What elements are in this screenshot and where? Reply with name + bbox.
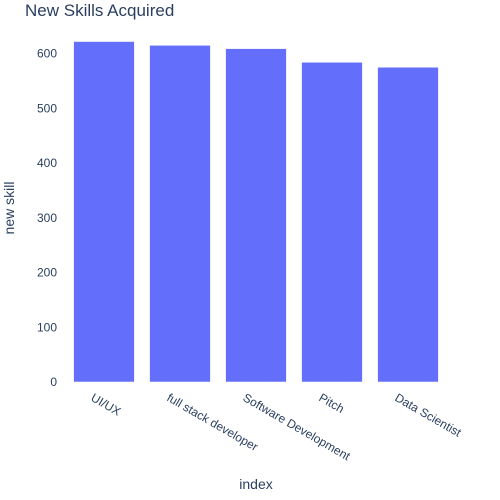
bar-full-stack-developer bbox=[149, 45, 211, 383]
bar-pitch bbox=[301, 62, 363, 383]
bar-ui-ux bbox=[73, 41, 135, 383]
y-ticks: 0 100 200 300 400 500 600 bbox=[37, 47, 57, 389]
bars-group bbox=[73, 41, 439, 383]
y-axis-label: new skill bbox=[1, 182, 17, 235]
y-tick-label: 600 bbox=[37, 47, 57, 61]
x-tick-label: Pitch bbox=[317, 390, 347, 415]
y-tick-label: 100 bbox=[37, 320, 57, 334]
y-tick-label: 200 bbox=[37, 266, 57, 280]
bar-software-development bbox=[225, 48, 287, 383]
y-tick-label: 500 bbox=[37, 101, 57, 115]
bar-data-scientist bbox=[377, 66, 439, 383]
x-tick-label: UI/UX bbox=[89, 390, 124, 418]
chart-title: New Skills Acquired bbox=[25, 1, 174, 20]
x-tick-label: Data Scientist bbox=[393, 390, 465, 439]
y-tick-label: 400 bbox=[37, 156, 57, 170]
x-axis-label: index bbox=[239, 476, 272, 492]
y-tick-label: 300 bbox=[37, 211, 57, 225]
y-tick-label: 0 bbox=[50, 375, 57, 389]
